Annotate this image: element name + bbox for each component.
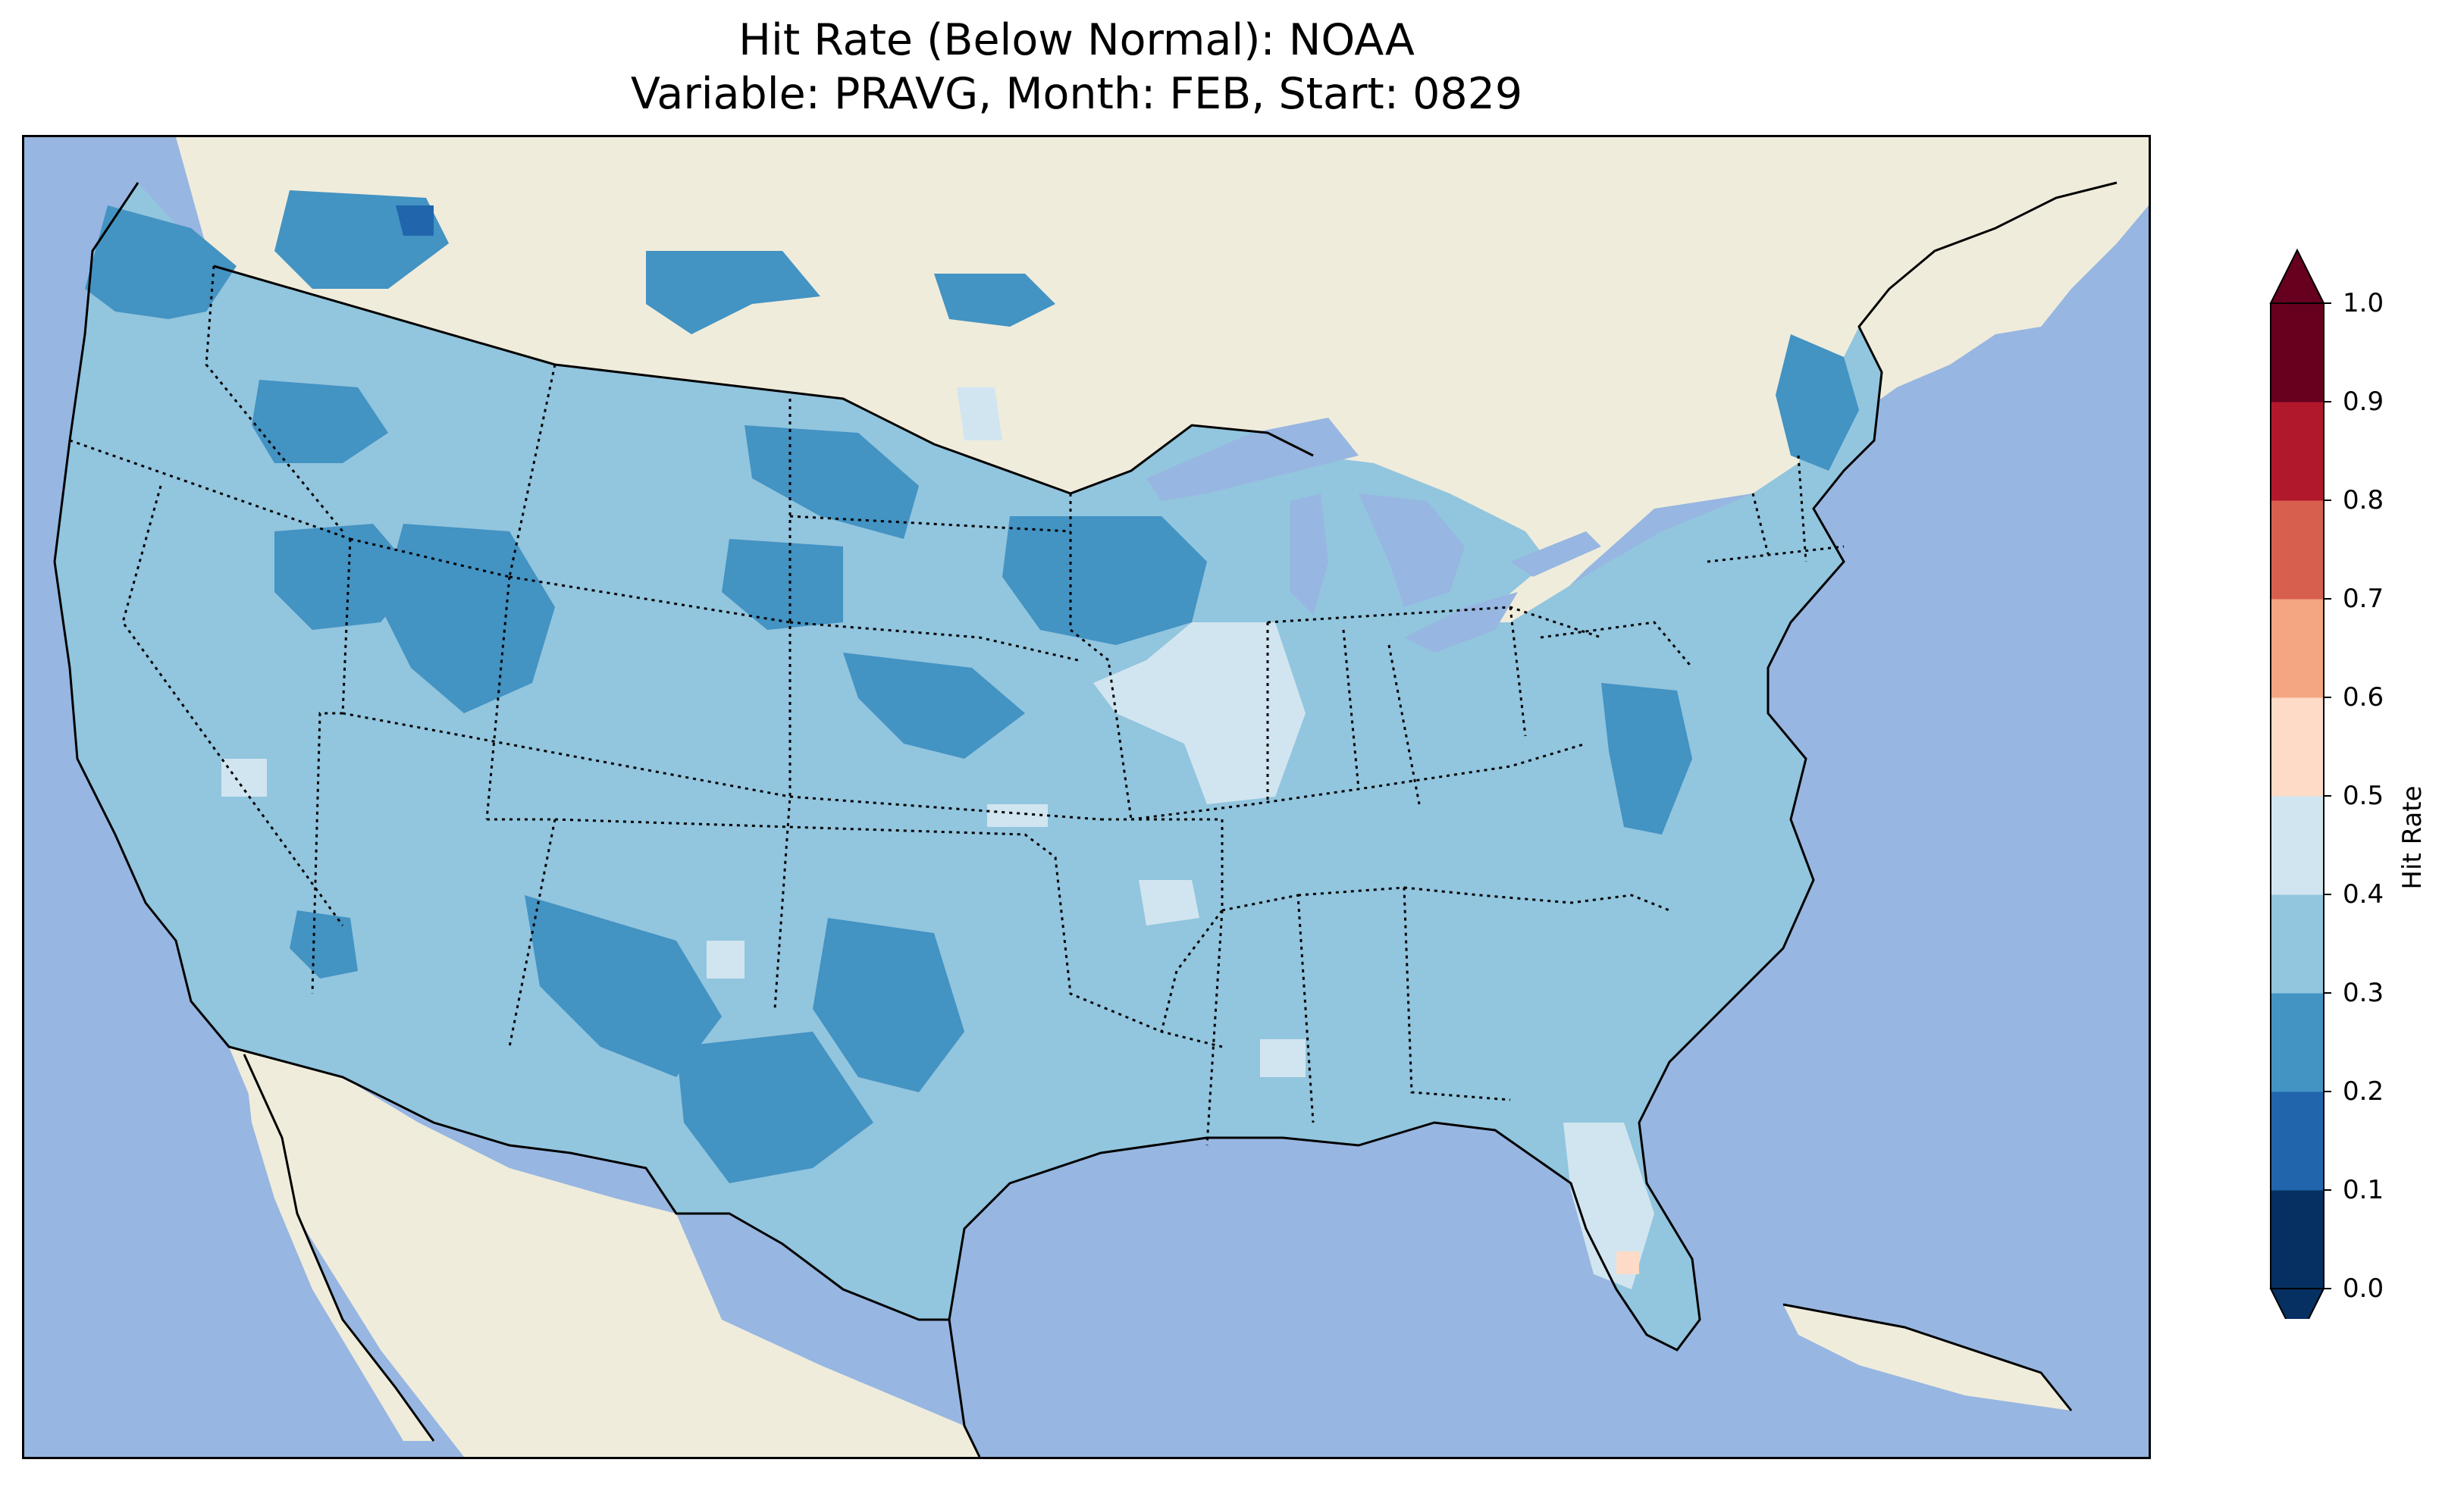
- colorbar-bin: [2271, 402, 2324, 501]
- hitrate-patch: [843, 653, 1025, 759]
- colorbar-tick-label: 0.0: [2343, 1273, 2384, 1304]
- colorbar-extend-min: [2269, 1288, 2325, 1319]
- hitrate-patch: [525, 895, 722, 1077]
- colorbar-bin: [2271, 993, 2324, 1092]
- hitrate-patch: [813, 918, 964, 1092]
- colorbar-bin: [2271, 796, 2324, 895]
- hitrate-patch: [957, 387, 1002, 440]
- colorbar-tick-label: 0.8: [2343, 485, 2384, 515]
- hitrate-patch: [221, 759, 267, 797]
- map-panel: [22, 135, 2151, 1459]
- colorbar-tick-label: 0.2: [2343, 1076, 2384, 1107]
- coastline: [948, 1319, 981, 1457]
- hitrate-patch: [1601, 683, 1692, 835]
- colorbar-bin: [2271, 303, 2324, 402]
- great-lakes: [1404, 592, 1518, 653]
- hitrate-patch: [396, 205, 434, 236]
- great-lakes: [1359, 493, 1465, 607]
- conus-hitrate-base: [55, 183, 1882, 1350]
- hitrate-patch: [85, 205, 237, 319]
- colorbar-bin: [2271, 1190, 2324, 1289]
- coastline: [1782, 1303, 2073, 1411]
- colorbar: [2269, 248, 2331, 1319]
- colorbar-tick-label: 0.7: [2343, 584, 2384, 614]
- great-lakes: [1290, 493, 1328, 615]
- hitrate-patch: [934, 274, 1055, 327]
- hitrate-patch: [1002, 516, 1207, 645]
- hitrate-patch: [646, 251, 820, 334]
- hitrate-patch: [252, 380, 388, 463]
- map-title-line-2: Variable: PRAVG, Month: FEB, Start: 0829: [630, 69, 1523, 119]
- mexico-land: [229, 1047, 980, 1457]
- colorbar-tick-label: 0.9: [2343, 387, 2384, 417]
- colorbar-label: Hit Rate: [2397, 785, 2428, 890]
- colorbar-tick-label: 0.3: [2343, 978, 2384, 1008]
- colorbar-tick-label: 0.1: [2343, 1175, 2384, 1205]
- great-lakes: [1510, 531, 1601, 577]
- hitrate-patch: [290, 910, 358, 979]
- colorbar-tick-label: 0.4: [2343, 879, 2384, 910]
- hitrate-patch: [987, 804, 1048, 827]
- hitrate-patch: [722, 539, 843, 630]
- coastline: [53, 181, 2118, 1351]
- hitrate-patch: [1093, 622, 1306, 804]
- hitrate-patch: [1616, 1251, 1639, 1274]
- hitrate-patch: [1139, 880, 1199, 926]
- cuba-land: [1783, 1305, 2071, 1411]
- colorbar-bin: [2271, 697, 2324, 797]
- colorbar-tick-label: 0.5: [2343, 781, 2384, 811]
- us-map: [24, 137, 2149, 1457]
- hitrate-patch: [381, 524, 555, 713]
- hitrate-patch: [745, 425, 919, 539]
- coastline: [243, 1054, 435, 1442]
- hitrate-patch: [676, 1032, 873, 1183]
- colorbar-tick-label: 1.0: [2343, 288, 2384, 318]
- colorbar-bin: [2271, 894, 2324, 994]
- colorbar-bin: [2271, 1092, 2324, 1191]
- colorbar-tick-label: 0.6: [2343, 682, 2384, 713]
- state-borders: [69, 265, 1845, 1146]
- map-title-line-1: Hit Rate (Below Normal): NOAA: [738, 15, 1415, 65]
- colorbar-bin: [2271, 500, 2324, 600]
- hitrate-patch: [1260, 1039, 1306, 1077]
- colorbar-extend-max: [2269, 248, 2325, 304]
- hitrate-patch: [707, 941, 745, 979]
- hitrate-patch: [1563, 1123, 1654, 1289]
- hitrate-patch: [1776, 334, 1859, 471]
- great-lakes: [1146, 418, 1359, 501]
- colorbar-bin: [2271, 599, 2324, 698]
